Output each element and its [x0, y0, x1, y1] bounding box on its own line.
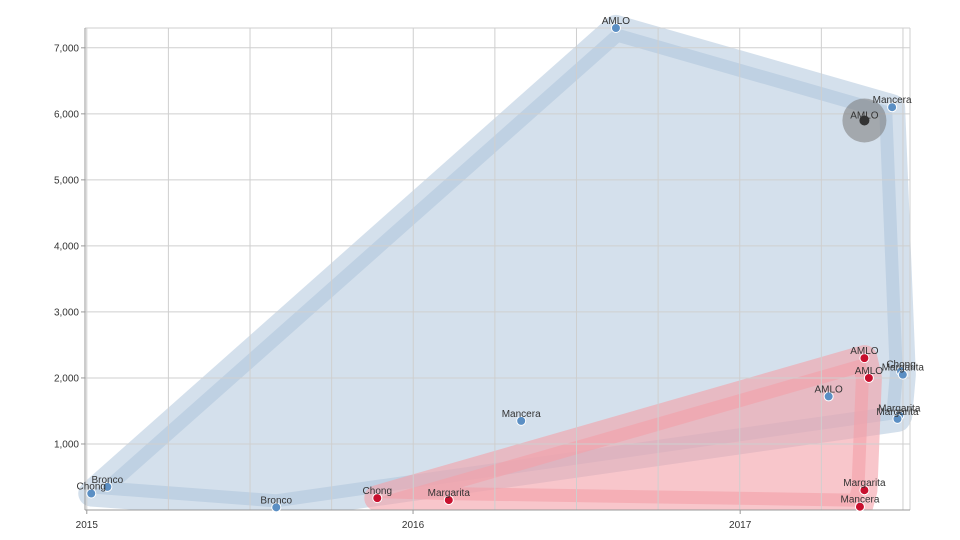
data-point [859, 353, 870, 364]
y-tick-label: 2,000 [54, 373, 79, 384]
data-label: Margarita [882, 363, 925, 374]
y-tick-label: 4,000 [54, 241, 79, 252]
y-tick-label: 5,000 [54, 175, 79, 186]
y-tick-label: 1,000 [54, 439, 79, 450]
data-point [516, 415, 527, 426]
label-layer: AMLOChongBroncoBroncoManceraAMLOAMLOManc… [77, 16, 925, 506]
y-tick-label: 7,000 [54, 43, 79, 54]
data-point [372, 493, 383, 504]
data-point [102, 481, 113, 492]
data-point [859, 485, 870, 496]
data-label: AMLO [850, 110, 879, 121]
y-tick-label: 6,000 [54, 109, 79, 120]
data-label: Bronco [92, 475, 124, 486]
data-point [897, 369, 908, 380]
data-label: Mancera [840, 495, 879, 506]
data-point [86, 488, 97, 499]
data-label: Margarita [428, 488, 471, 499]
data-label: AMLO [855, 366, 884, 377]
axis-layer: 1,000 2,000 3,000 4,000 5,000 6,000 7,000 2015 2… [54, 28, 910, 531]
data-point [443, 495, 454, 506]
x-tick-label: 2016 [402, 520, 425, 531]
hull-layer [0, 15, 960, 540]
data-label: AMLO [602, 16, 631, 27]
y-tick-label: 3,000 [54, 307, 79, 318]
baseline-mask [0, 510, 960, 540]
data-point [823, 391, 834, 402]
data-point [854, 501, 865, 512]
data-label: AMLO [814, 384, 843, 395]
grid-layer [85, 27, 911, 510]
data-label: Mancera [502, 409, 541, 420]
data-label: Chong [363, 486, 392, 497]
data-point [863, 372, 874, 383]
x-tick-label: 2015 [76, 520, 99, 531]
data-label: Bronco [260, 495, 292, 506]
data-label: Margarita [843, 478, 886, 489]
data-label: AMLO [850, 346, 879, 357]
x-tick-label: 2017 [729, 520, 752, 531]
data-point [892, 413, 903, 424]
data-label: Chong [886, 359, 915, 370]
data-point [859, 115, 870, 126]
data-label: Margarita [876, 407, 919, 418]
data-label: Margarita [878, 404, 921, 415]
data-label: Mancera [873, 95, 912, 106]
data-point [610, 23, 621, 33]
mark-layer [86, 23, 908, 513]
data-point [887, 102, 898, 113]
data-label: Chong [77, 481, 106, 492]
data-point [271, 502, 282, 513]
